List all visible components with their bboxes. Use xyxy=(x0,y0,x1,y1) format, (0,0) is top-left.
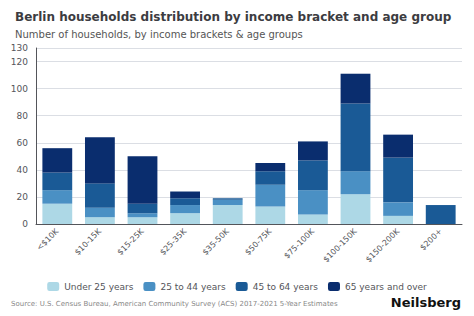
svg-text:Number of households, by incom: Number of households, by income brackets… xyxy=(15,29,303,40)
svg-text:100: 100 xyxy=(11,84,28,94)
svg-text:$10-15K: $10-15K xyxy=(73,226,104,257)
svg-text:20: 20 xyxy=(17,192,29,202)
svg-text:25 to 44 years: 25 to 44 years xyxy=(160,282,226,292)
svg-text:0: 0 xyxy=(22,219,28,229)
svg-text:$50-75K: $50-75K xyxy=(243,226,274,257)
svg-text:$35-50K: $35-50K xyxy=(201,226,232,257)
svg-text:60: 60 xyxy=(17,138,29,148)
svg-text:$25-35K: $25-35K xyxy=(158,226,189,257)
svg-text:130: 130 xyxy=(11,43,28,53)
svg-text:Neilsberg: Neilsberg xyxy=(391,295,461,310)
svg-text:$75-100K: $75-100K xyxy=(282,226,316,260)
svg-text:Berlin households distribution: Berlin households distribution by income… xyxy=(15,10,452,24)
svg-text:$200+: $200+ xyxy=(418,227,443,252)
svg-text:120: 120 xyxy=(11,57,28,67)
svg-text:40: 40 xyxy=(17,165,29,175)
svg-text:65 years and over: 65 years and over xyxy=(345,282,427,292)
svg-text:Under 25 years: Under 25 years xyxy=(64,282,133,292)
svg-text:45 to 64 years: 45 to 64 years xyxy=(253,282,319,292)
svg-text:$15-25K: $15-25K xyxy=(116,226,147,257)
svg-text:$150-200K: $150-200K xyxy=(364,226,402,264)
svg-text:$100-150K: $100-150K xyxy=(321,226,359,264)
svg-text:80: 80 xyxy=(17,111,29,121)
svg-text:Source: U.S. Census Bureau, Am: Source: U.S. Census Bureau, American Com… xyxy=(11,300,338,308)
svg-text:<$10K: <$10K xyxy=(35,226,61,252)
